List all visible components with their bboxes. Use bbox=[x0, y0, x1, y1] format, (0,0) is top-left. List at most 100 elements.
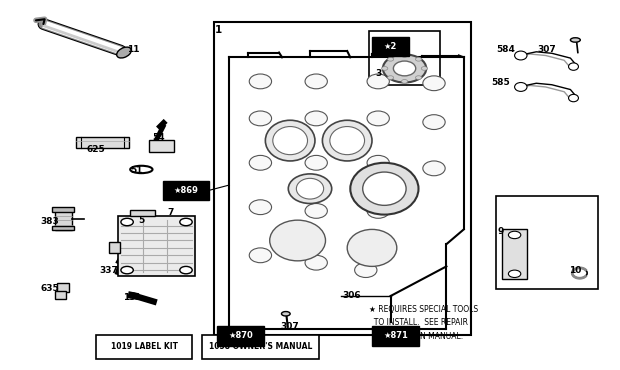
Bar bbox=[55, 291, 66, 299]
Ellipse shape bbox=[570, 38, 580, 42]
Bar bbox=[224, 63, 469, 333]
Ellipse shape bbox=[249, 155, 272, 170]
Bar bbox=[130, 210, 155, 216]
Text: ★2: ★2 bbox=[384, 42, 397, 51]
Bar bbox=[76, 137, 129, 148]
Text: 635: 635 bbox=[40, 284, 59, 293]
Bar bbox=[496, 196, 598, 289]
Text: 3: 3 bbox=[375, 70, 381, 78]
Bar bbox=[202, 335, 319, 359]
Ellipse shape bbox=[117, 47, 131, 58]
Ellipse shape bbox=[515, 83, 527, 91]
Text: 10: 10 bbox=[569, 266, 582, 275]
Bar bbox=[502, 229, 527, 279]
Ellipse shape bbox=[270, 220, 326, 261]
Ellipse shape bbox=[393, 61, 415, 76]
Ellipse shape bbox=[281, 312, 290, 316]
Text: ★ REQUIRES SPECIAL TOOLS
  TO INSTALL.  SEE REPAIR
  INSTRUCTION MANUAL.: ★ REQUIRES SPECIAL TOOLS TO INSTALL. SEE… bbox=[369, 305, 478, 341]
Text: 584: 584 bbox=[496, 46, 515, 54]
Ellipse shape bbox=[273, 127, 308, 155]
Bar bbox=[372, 37, 409, 56]
Ellipse shape bbox=[121, 266, 133, 274]
Ellipse shape bbox=[422, 67, 428, 70]
Text: 54: 54 bbox=[152, 133, 164, 142]
Bar bbox=[52, 207, 74, 212]
Bar bbox=[57, 283, 69, 292]
Text: 306: 306 bbox=[343, 291, 361, 300]
Bar bbox=[162, 181, 210, 200]
Text: 1058 OWNER'S MANUAL: 1058 OWNER'S MANUAL bbox=[209, 342, 312, 351]
Bar bbox=[96, 335, 192, 359]
Ellipse shape bbox=[367, 111, 389, 126]
Ellipse shape bbox=[305, 255, 327, 270]
Ellipse shape bbox=[401, 54, 408, 57]
Ellipse shape bbox=[572, 268, 587, 278]
Ellipse shape bbox=[367, 204, 389, 218]
Text: 11: 11 bbox=[127, 46, 140, 54]
Bar bbox=[118, 216, 195, 276]
Bar bbox=[52, 226, 74, 230]
Ellipse shape bbox=[180, 218, 192, 226]
Text: ★869: ★869 bbox=[174, 186, 198, 195]
Ellipse shape bbox=[423, 115, 445, 130]
Ellipse shape bbox=[515, 51, 527, 60]
Ellipse shape bbox=[305, 74, 327, 89]
Bar bbox=[218, 326, 264, 346]
Text: 9: 9 bbox=[498, 227, 504, 236]
Ellipse shape bbox=[130, 166, 153, 173]
Ellipse shape bbox=[381, 67, 388, 70]
Ellipse shape bbox=[415, 76, 422, 80]
Text: 1019 LABEL KIT: 1019 LABEL KIT bbox=[110, 342, 178, 351]
Bar bbox=[108, 242, 120, 253]
Ellipse shape bbox=[350, 163, 418, 215]
Ellipse shape bbox=[249, 248, 272, 263]
Ellipse shape bbox=[569, 63, 578, 70]
Ellipse shape bbox=[401, 80, 408, 83]
Text: 625: 625 bbox=[87, 145, 105, 154]
Ellipse shape bbox=[508, 270, 521, 278]
Ellipse shape bbox=[569, 94, 578, 102]
Ellipse shape bbox=[330, 127, 365, 155]
Text: 585: 585 bbox=[492, 78, 510, 87]
Ellipse shape bbox=[415, 57, 422, 61]
Ellipse shape bbox=[383, 54, 427, 83]
Ellipse shape bbox=[288, 174, 332, 204]
Text: 383: 383 bbox=[40, 218, 59, 226]
Text: 307: 307 bbox=[281, 322, 299, 331]
Text: 307: 307 bbox=[538, 46, 556, 54]
Text: 337: 337 bbox=[99, 266, 118, 275]
Ellipse shape bbox=[347, 229, 397, 266]
Text: 5: 5 bbox=[138, 216, 144, 225]
Text: 13: 13 bbox=[123, 293, 135, 302]
Ellipse shape bbox=[388, 57, 394, 61]
Ellipse shape bbox=[423, 161, 445, 176]
Ellipse shape bbox=[265, 120, 315, 161]
Text: 7: 7 bbox=[167, 208, 174, 217]
Ellipse shape bbox=[423, 76, 445, 91]
Ellipse shape bbox=[180, 266, 192, 274]
Ellipse shape bbox=[249, 74, 272, 89]
Ellipse shape bbox=[355, 263, 377, 278]
Bar bbox=[55, 208, 72, 230]
Ellipse shape bbox=[305, 155, 327, 170]
Ellipse shape bbox=[322, 120, 372, 161]
Text: ★871: ★871 bbox=[383, 332, 408, 340]
Bar bbox=[214, 22, 471, 335]
Text: ★870: ★870 bbox=[228, 332, 253, 340]
Bar bbox=[369, 31, 440, 85]
Ellipse shape bbox=[249, 111, 272, 126]
Bar bbox=[149, 140, 174, 152]
Ellipse shape bbox=[305, 204, 327, 218]
Ellipse shape bbox=[367, 74, 389, 89]
Ellipse shape bbox=[121, 218, 133, 226]
Ellipse shape bbox=[296, 178, 324, 199]
Text: 51: 51 bbox=[130, 166, 143, 175]
Ellipse shape bbox=[508, 231, 521, 239]
Ellipse shape bbox=[249, 200, 272, 215]
Text: eReplacementParts.com: eReplacementParts.com bbox=[225, 196, 395, 211]
Ellipse shape bbox=[367, 155, 389, 170]
Ellipse shape bbox=[305, 111, 327, 126]
Text: 1: 1 bbox=[215, 24, 222, 35]
Ellipse shape bbox=[363, 172, 406, 205]
Ellipse shape bbox=[388, 76, 394, 80]
